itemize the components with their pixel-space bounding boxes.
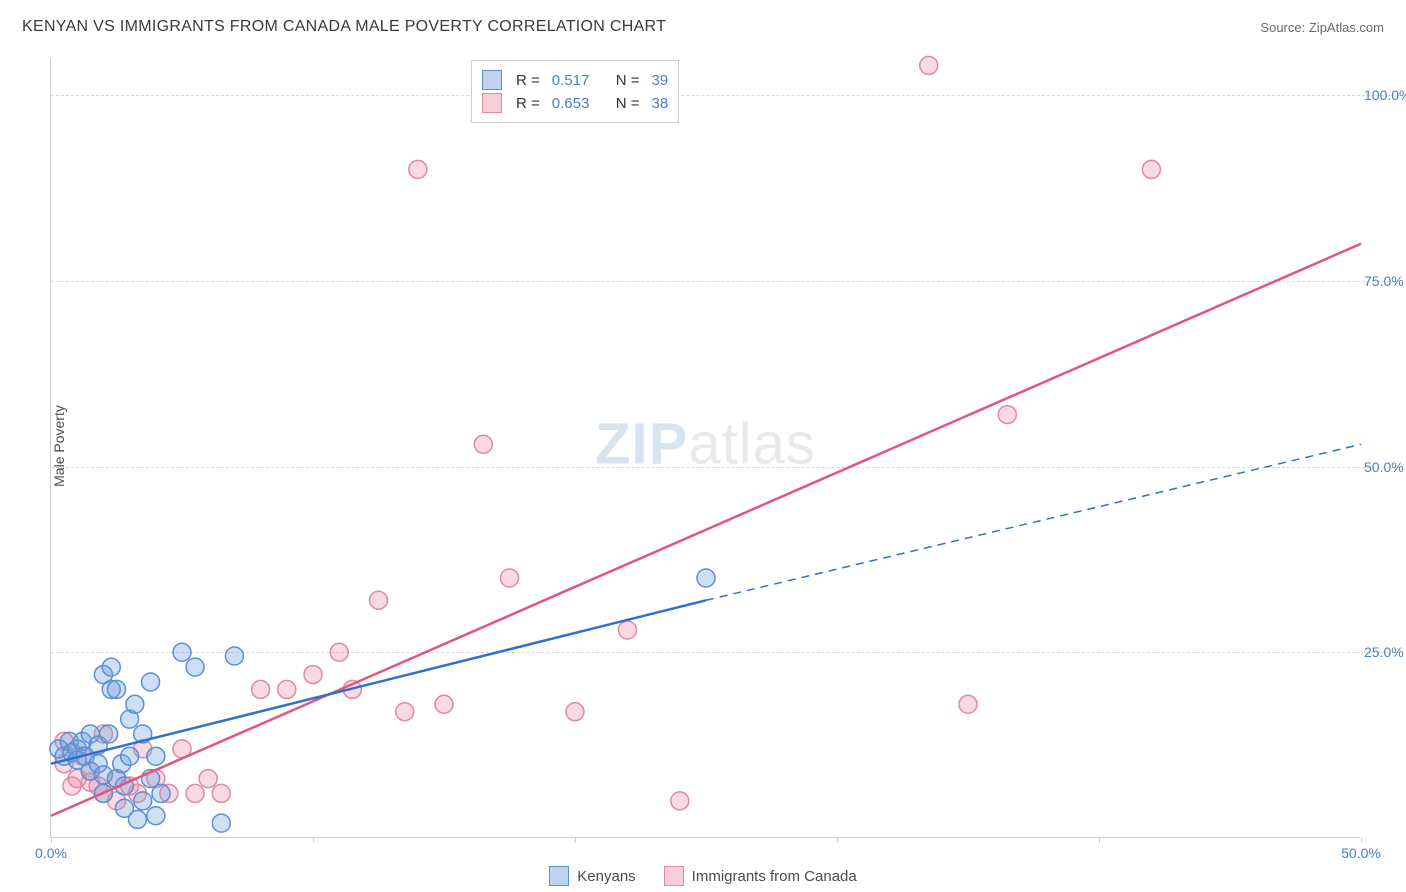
swatch-pink-bottom bbox=[664, 866, 684, 886]
scatter-point-pink bbox=[186, 784, 204, 802]
scatter-point-blue bbox=[147, 807, 165, 825]
legend-top: R = 0.517 N = 39 R = 0.653 N = 38 bbox=[471, 60, 679, 123]
x-tick-label: 50.0% bbox=[1341, 845, 1381, 861]
scatter-point-blue bbox=[121, 747, 139, 765]
scatter-point-blue bbox=[126, 695, 144, 713]
scatter-point-pink bbox=[396, 703, 414, 721]
scatter-point-pink bbox=[1142, 160, 1160, 178]
x-tick bbox=[1361, 837, 1362, 843]
scatter-point-blue bbox=[128, 810, 146, 828]
x-tick-label: 0.0% bbox=[35, 845, 67, 861]
bottom-legend-pink-label: Immigrants from Canada bbox=[692, 868, 857, 885]
trendline-pink bbox=[51, 244, 1361, 816]
legend-row-pink: R = 0.653 N = 38 bbox=[482, 93, 668, 113]
r-label: R = bbox=[516, 72, 540, 89]
scatter-point-pink bbox=[370, 591, 388, 609]
chart-header: KENYAN VS IMMIGRANTS FROM CANADA MALE PO… bbox=[22, 18, 1384, 36]
chart-source: Source: ZipAtlas.com bbox=[1260, 20, 1384, 35]
bottom-legend-pink: Immigrants from Canada bbox=[664, 866, 857, 886]
swatch-pink bbox=[482, 93, 502, 113]
scatter-point-blue bbox=[697, 569, 715, 587]
scatter-point-pink bbox=[409, 160, 427, 178]
scatter-point-blue bbox=[147, 747, 165, 765]
y-tick-label: 50.0% bbox=[1364, 459, 1406, 475]
plot-area: ZIPatlas R = 0.517 N = 39 R = 0.653 N = … bbox=[50, 58, 1360, 838]
x-tick bbox=[1099, 837, 1100, 843]
scatter-point-blue bbox=[142, 673, 160, 691]
x-tick bbox=[575, 837, 576, 843]
scatter-point-pink bbox=[252, 680, 270, 698]
scatter-point-pink bbox=[998, 406, 1016, 424]
y-tick-label: 100.0% bbox=[1364, 87, 1406, 103]
trendline-blue-dashed bbox=[706, 444, 1361, 600]
scatter-point-pink bbox=[959, 695, 977, 713]
scatter-point-pink bbox=[212, 784, 230, 802]
swatch-blue bbox=[482, 70, 502, 90]
r-label: R = bbox=[516, 95, 540, 112]
scatter-point-blue bbox=[173, 643, 191, 661]
scatter-point-pink bbox=[501, 569, 519, 587]
scatter-point-blue bbox=[108, 680, 126, 698]
scatter-point-pink bbox=[671, 792, 689, 810]
chart-title: KENYAN VS IMMIGRANTS FROM CANADA MALE PO… bbox=[22, 18, 666, 36]
scatter-point-pink bbox=[920, 56, 938, 74]
x-tick bbox=[313, 837, 314, 843]
bottom-legend-blue-label: Kenyans bbox=[577, 868, 635, 885]
scatter-point-pink bbox=[566, 703, 584, 721]
source-label: Source: bbox=[1260, 20, 1305, 35]
r-value-pink: 0.653 bbox=[552, 95, 604, 112]
x-tick bbox=[837, 837, 838, 843]
scatter-point-pink bbox=[199, 770, 217, 788]
scatter-point-pink bbox=[618, 621, 636, 639]
scatter-point-pink bbox=[474, 435, 492, 453]
y-tick-label: 25.0% bbox=[1364, 644, 1406, 660]
n-label: N = bbox=[616, 95, 640, 112]
scatter-point-pink bbox=[278, 680, 296, 698]
x-tick bbox=[51, 837, 52, 843]
scatter-point-blue bbox=[212, 814, 230, 832]
scatter-point-pink bbox=[330, 643, 348, 661]
scatter-point-blue bbox=[186, 658, 204, 676]
scatter-point-blue bbox=[102, 658, 120, 676]
scatter-point-blue bbox=[100, 725, 118, 743]
bottom-legend: Kenyans Immigrants from Canada bbox=[0, 866, 1406, 886]
scatter-point-blue bbox=[134, 792, 152, 810]
swatch-blue-bottom bbox=[549, 866, 569, 886]
scatter-point-blue bbox=[152, 784, 170, 802]
bottom-legend-blue: Kenyans bbox=[549, 866, 635, 886]
n-label: N = bbox=[616, 72, 640, 89]
scatter-point-pink bbox=[304, 666, 322, 684]
n-value-pink: 38 bbox=[652, 95, 669, 112]
n-value-blue: 39 bbox=[652, 72, 669, 89]
source-value: ZipAtlas.com bbox=[1309, 20, 1384, 35]
chart-container: KENYAN VS IMMIGRANTS FROM CANADA MALE PO… bbox=[0, 0, 1406, 892]
scatter-point-pink bbox=[435, 695, 453, 713]
scatter-point-blue bbox=[225, 647, 243, 665]
chart-svg bbox=[51, 58, 1360, 837]
y-tick-label: 75.0% bbox=[1364, 273, 1406, 289]
legend-row-blue: R = 0.517 N = 39 bbox=[482, 70, 668, 90]
r-value-blue: 0.517 bbox=[552, 72, 604, 89]
